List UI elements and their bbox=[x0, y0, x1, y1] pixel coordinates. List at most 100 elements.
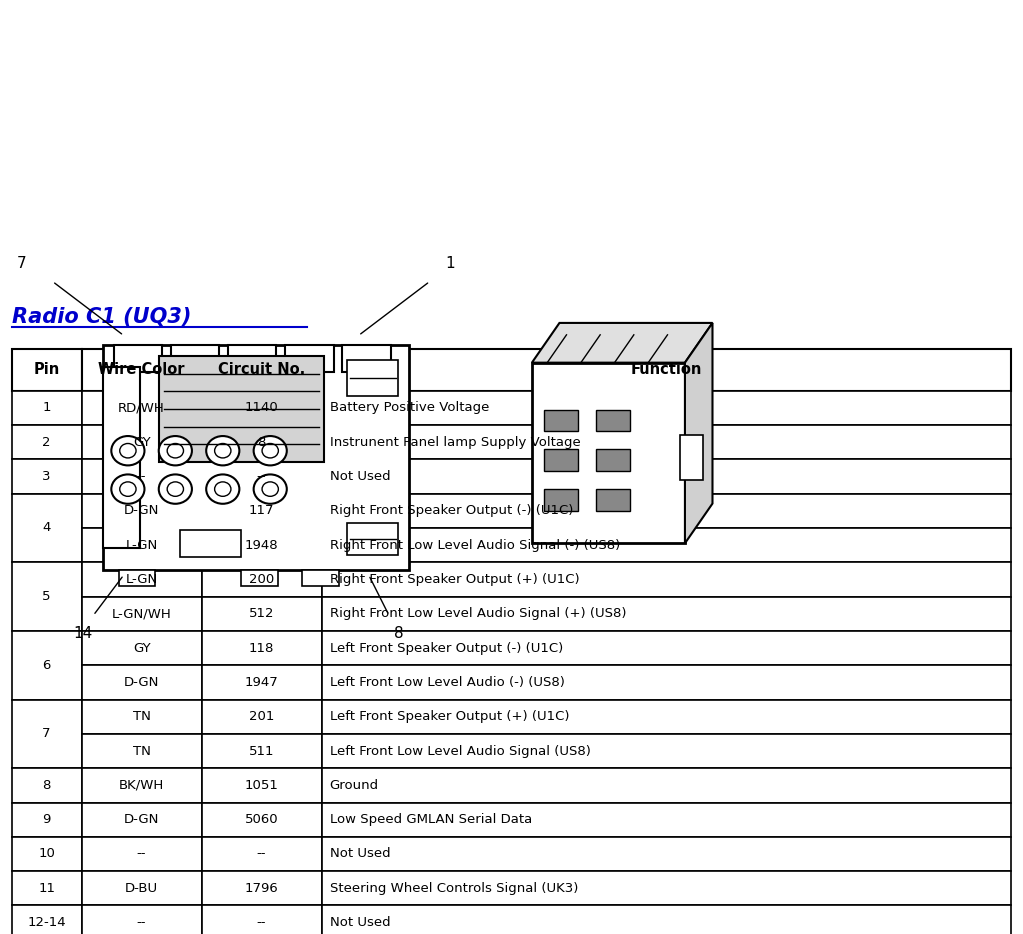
Bar bbox=[241, 571, 278, 587]
Bar bbox=[321, 837, 1012, 871]
Bar bbox=[82, 768, 202, 802]
Bar bbox=[82, 837, 202, 871]
Bar bbox=[202, 562, 321, 597]
Text: Pin: Pin bbox=[34, 362, 59, 377]
Text: 5: 5 bbox=[42, 590, 51, 603]
Bar bbox=[596, 449, 630, 471]
Bar bbox=[82, 597, 202, 630]
Text: L-GN: L-GN bbox=[126, 539, 158, 552]
Bar bbox=[103, 345, 409, 571]
Text: Left Front Low Level Audio Signal (US8): Left Front Low Level Audio Signal (US8) bbox=[329, 744, 590, 757]
Bar bbox=[321, 665, 1012, 700]
Text: Right Front Speaker Output (-) (U1C): Right Front Speaker Output (-) (U1C) bbox=[329, 504, 573, 517]
Bar bbox=[82, 493, 202, 528]
Bar bbox=[321, 905, 1012, 934]
Text: Ground: Ground bbox=[329, 779, 379, 792]
Bar bbox=[82, 700, 202, 734]
Bar bbox=[544, 449, 578, 471]
Text: 512: 512 bbox=[249, 607, 274, 620]
Circle shape bbox=[207, 474, 239, 503]
Text: 12-14: 12-14 bbox=[28, 916, 65, 929]
Bar bbox=[11, 630, 82, 700]
Text: Circuit No.: Circuit No. bbox=[218, 362, 305, 377]
Bar bbox=[202, 802, 321, 837]
Text: Not Used: Not Used bbox=[329, 916, 391, 929]
Circle shape bbox=[254, 474, 286, 503]
Bar bbox=[180, 530, 241, 557]
Bar bbox=[321, 700, 1012, 734]
Bar bbox=[202, 871, 321, 905]
Bar bbox=[82, 665, 202, 700]
Bar bbox=[342, 345, 391, 372]
Bar bbox=[321, 493, 1012, 528]
Text: 8: 8 bbox=[42, 779, 51, 792]
Text: TN: TN bbox=[133, 710, 150, 723]
Circle shape bbox=[167, 482, 183, 496]
Bar bbox=[202, 349, 321, 390]
Text: Not Used: Not Used bbox=[329, 847, 391, 860]
Text: Left Front Low Level Audio (-) (US8): Left Front Low Level Audio (-) (US8) bbox=[329, 676, 565, 689]
Text: Radio C1 (UQ3): Radio C1 (UQ3) bbox=[11, 306, 191, 327]
Bar bbox=[103, 367, 140, 548]
Bar bbox=[82, 390, 202, 425]
Text: --: -- bbox=[257, 916, 266, 929]
Circle shape bbox=[167, 444, 183, 458]
Text: Wire Color: Wire Color bbox=[98, 362, 185, 377]
Bar bbox=[347, 361, 398, 396]
Bar bbox=[228, 345, 276, 372]
Bar bbox=[321, 802, 1012, 837]
Text: 200: 200 bbox=[249, 573, 274, 586]
Bar bbox=[11, 837, 82, 871]
Bar bbox=[11, 802, 82, 837]
Text: 11: 11 bbox=[38, 882, 55, 895]
Bar bbox=[680, 435, 703, 480]
Text: 4: 4 bbox=[42, 521, 51, 534]
Text: --: -- bbox=[137, 847, 146, 860]
Circle shape bbox=[207, 436, 239, 465]
Bar bbox=[596, 410, 630, 432]
Text: Right Front Low Level Audio Signal (-) (US8): Right Front Low Level Audio Signal (-) (… bbox=[329, 539, 620, 552]
Bar bbox=[114, 345, 163, 372]
Bar bbox=[11, 871, 82, 905]
Text: --: -- bbox=[257, 847, 266, 860]
Bar bbox=[82, 562, 202, 597]
Bar bbox=[202, 597, 321, 630]
Bar bbox=[82, 802, 202, 837]
Bar bbox=[11, 349, 82, 390]
Circle shape bbox=[159, 474, 192, 503]
Bar bbox=[596, 489, 630, 511]
Bar bbox=[202, 700, 321, 734]
Text: 1140: 1140 bbox=[244, 402, 278, 415]
Bar bbox=[82, 460, 202, 493]
Bar bbox=[321, 734, 1012, 768]
Text: 6: 6 bbox=[42, 658, 51, 672]
Circle shape bbox=[112, 436, 144, 465]
Text: RD/WH: RD/WH bbox=[119, 402, 165, 415]
Text: Right Front Low Level Audio Signal (+) (US8): Right Front Low Level Audio Signal (+) (… bbox=[329, 607, 626, 620]
Bar bbox=[321, 871, 1012, 905]
Bar bbox=[202, 528, 321, 562]
Text: BK/WH: BK/WH bbox=[119, 779, 165, 792]
Bar bbox=[321, 460, 1012, 493]
Bar bbox=[82, 905, 202, 934]
Circle shape bbox=[262, 482, 278, 496]
Text: Left Front Speaker Output (-) (U1C): Left Front Speaker Output (-) (U1C) bbox=[329, 642, 563, 655]
Bar bbox=[82, 630, 202, 665]
Bar bbox=[11, 768, 82, 802]
Bar bbox=[202, 905, 321, 934]
Circle shape bbox=[112, 474, 144, 503]
Text: Low Speed GMLAN Serial Data: Low Speed GMLAN Serial Data bbox=[329, 814, 532, 827]
Text: 1948: 1948 bbox=[244, 539, 278, 552]
Text: 1: 1 bbox=[445, 256, 455, 271]
Text: Not Used: Not Used bbox=[329, 470, 391, 483]
Bar bbox=[11, 493, 82, 562]
Text: 10: 10 bbox=[38, 847, 55, 860]
Bar bbox=[285, 345, 333, 372]
Bar bbox=[202, 734, 321, 768]
Bar bbox=[82, 349, 202, 390]
Circle shape bbox=[215, 444, 231, 458]
Text: 1051: 1051 bbox=[244, 779, 278, 792]
Circle shape bbox=[120, 444, 136, 458]
Polygon shape bbox=[685, 323, 712, 544]
Circle shape bbox=[254, 436, 286, 465]
